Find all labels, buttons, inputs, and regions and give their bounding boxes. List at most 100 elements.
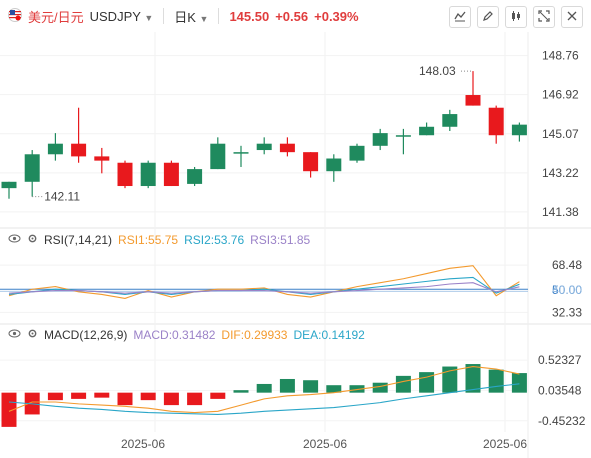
low-annotation: 142.11 bbox=[44, 190, 80, 204]
candle-body bbox=[256, 143, 272, 151]
macd-series-line bbox=[8, 383, 520, 415]
macd-bar bbox=[1, 392, 17, 427]
high-annotation: 148.03 bbox=[419, 64, 456, 78]
candle-body bbox=[71, 143, 87, 157]
macd-bar bbox=[71, 392, 87, 399]
pair-name: 美元/日元 bbox=[28, 9, 84, 25]
x-axis-label: 2025-06 bbox=[483, 437, 527, 451]
rsi3-value: RSI3:51.85 bbox=[250, 233, 311, 247]
rsi-tick-label: 32.33 bbox=[552, 305, 582, 319]
macd-bar bbox=[372, 382, 388, 393]
macd-bar bbox=[303, 380, 319, 393]
macd-bar bbox=[163, 392, 179, 406]
candle-body bbox=[140, 162, 156, 187]
macd-bar bbox=[256, 383, 272, 393]
macd-bar bbox=[279, 378, 295, 393]
change: +0.56 bbox=[275, 8, 309, 24]
macd-bar bbox=[465, 364, 481, 393]
macd-series-line bbox=[8, 365, 520, 414]
candle-body bbox=[163, 162, 179, 187]
chevron-down-icon: ▼ bbox=[144, 12, 154, 23]
indicator-icon bbox=[454, 10, 466, 25]
candle-body bbox=[117, 162, 133, 187]
timeframe-label: 日K bbox=[174, 9, 196, 25]
candle-body bbox=[349, 145, 365, 161]
rsi1-value: RSI1:55.75 bbox=[118, 233, 179, 247]
macd-bar bbox=[442, 366, 458, 393]
macd-bar bbox=[326, 385, 342, 393]
rsi-tick-label: 68.48 bbox=[552, 258, 582, 272]
rsi-series-line bbox=[8, 265, 520, 299]
macd-bar bbox=[117, 392, 133, 406]
macd-bar bbox=[47, 392, 63, 401]
candle-body bbox=[233, 152, 249, 154]
candle-body bbox=[303, 152, 319, 172]
symbol-selector[interactable]: USDJPY ▼ bbox=[90, 9, 154, 24]
candle-body bbox=[488, 107, 504, 136]
price-tick-label: 148.76 bbox=[542, 49, 579, 63]
price-tick-label: 143.22 bbox=[542, 166, 579, 180]
macd-bar bbox=[395, 375, 411, 393]
macd-bar bbox=[233, 390, 249, 393]
price-tick-label: 146.92 bbox=[542, 88, 579, 102]
fullscreen-button[interactable] bbox=[533, 6, 555, 28]
rsi-name: RSI(7,14,21) bbox=[44, 233, 113, 247]
macd-bar bbox=[140, 392, 156, 401]
eye-icon[interactable] bbox=[8, 233, 21, 247]
candle-body bbox=[326, 158, 342, 172]
rsi-series-line bbox=[8, 276, 520, 296]
eye-icon[interactable] bbox=[8, 328, 21, 342]
gear-icon[interactable] bbox=[27, 233, 38, 247]
macd-tick-label: 0.03548 bbox=[538, 383, 582, 397]
candle-body bbox=[395, 135, 411, 137]
rsi2-value: RSI2:53.76 bbox=[184, 233, 245, 247]
change-percent: +0.39% bbox=[314, 8, 359, 24]
macd-name: MACD(12,26,9) bbox=[44, 328, 128, 342]
candle-body bbox=[465, 95, 481, 106]
pencil-icon bbox=[482, 10, 494, 25]
macd-bar bbox=[210, 392, 226, 399]
candle-body bbox=[419, 126, 435, 136]
x-axis-label: 2025-06 bbox=[121, 437, 165, 451]
candlestick-icon bbox=[510, 10, 522, 25]
rsi-tick-label: 50.00 bbox=[552, 283, 582, 297]
candle-body bbox=[1, 181, 17, 189]
macd-tick-label: 0.52327 bbox=[538, 353, 582, 367]
indicator-button[interactable] bbox=[449, 6, 471, 28]
candle-body bbox=[442, 114, 458, 127]
candle-body bbox=[47, 143, 63, 155]
expand-icon bbox=[538, 9, 550, 25]
chart-header: 美元/日元 USDJPY ▼ 日K ▼ 145.50 +0.56 +0.39% bbox=[0, 0, 591, 32]
close-button[interactable] bbox=[561, 6, 583, 28]
macd-value: MACD:0.31482 bbox=[133, 328, 216, 342]
dif-value: DIF:0.29933 bbox=[221, 328, 288, 342]
macd-bar bbox=[187, 392, 203, 406]
candle-type-button[interactable] bbox=[505, 6, 527, 28]
candle-body bbox=[210, 143, 226, 170]
candle-body bbox=[279, 143, 295, 153]
candle-body bbox=[372, 133, 388, 146]
currency-flag-icon bbox=[8, 7, 22, 25]
gear-icon[interactable] bbox=[27, 328, 38, 342]
price-tick-label: 141.38 bbox=[542, 205, 579, 219]
price: 145.50 bbox=[229, 8, 270, 24]
symbol-label: USDJPY bbox=[89, 8, 141, 24]
x-axis-label: 2025-06 bbox=[303, 437, 347, 451]
macd-bar bbox=[511, 373, 527, 393]
dea-value: DEA:0.14192 bbox=[293, 328, 365, 342]
candle-body bbox=[511, 124, 527, 136]
macd-bar bbox=[488, 369, 504, 393]
candle-body bbox=[187, 169, 203, 184]
candle-body bbox=[94, 156, 110, 161]
macd-bar bbox=[349, 385, 365, 393]
draw-button[interactable] bbox=[477, 6, 499, 28]
rsi-legend: RSI(7,14,21) RSI1:55.75 RSI2:53.76 RSI3:… bbox=[8, 233, 310, 247]
timeframe-selector[interactable]: 日K ▼ bbox=[174, 7, 208, 26]
rsi-series-line bbox=[8, 282, 520, 294]
chevron-down-icon: ▼ bbox=[199, 13, 209, 24]
macd-bar bbox=[94, 392, 110, 398]
macd-tick-label: -0.45232 bbox=[538, 414, 586, 428]
candle-body bbox=[24, 154, 40, 182]
price-tick-label: 145.07 bbox=[542, 127, 579, 141]
